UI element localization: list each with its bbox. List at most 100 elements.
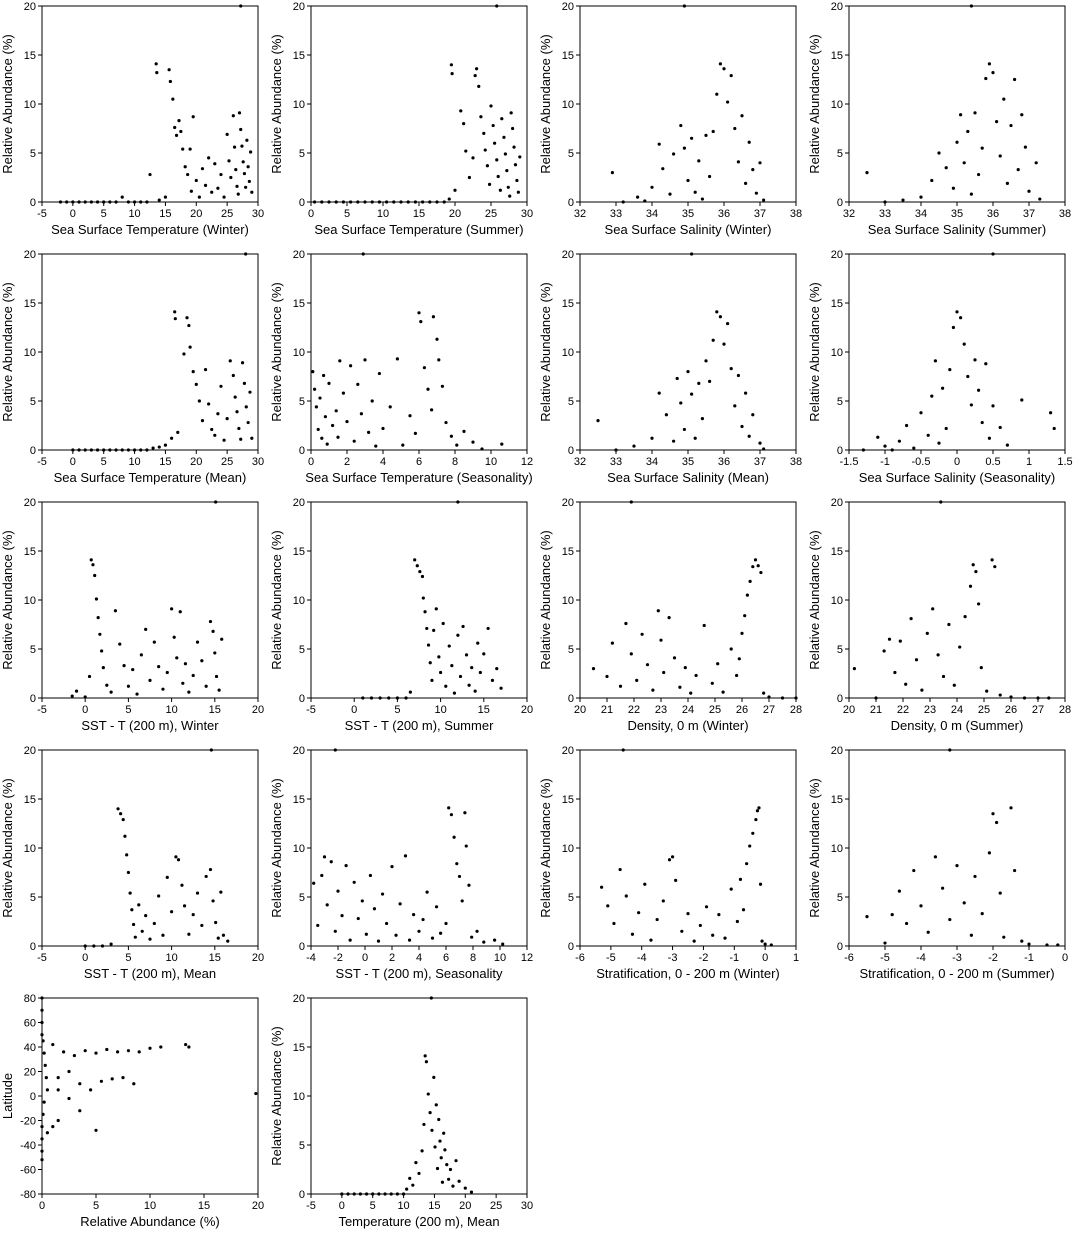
- x-tick-label: 0: [39, 1200, 45, 1212]
- x-tick-label: -1: [1024, 952, 1034, 964]
- data-point: [452, 691, 457, 695]
- data-point: [241, 160, 245, 164]
- data-point: [105, 1047, 109, 1052]
- y-tick-label: 20: [24, 1, 36, 13]
- data-point: [667, 616, 671, 620]
- plot-frame: [310, 5, 528, 203]
- data-point: [655, 917, 659, 922]
- data-point: [395, 696, 399, 700]
- data-point: [618, 867, 622, 872]
- data-point: [865, 171, 869, 175]
- data-point: [207, 156, 211, 160]
- x-tick-label: 10: [128, 456, 140, 468]
- data-point: [139, 653, 143, 657]
- y-tick-label: 60: [24, 1018, 36, 1030]
- data-point: [659, 638, 663, 642]
- data-point: [715, 92, 719, 96]
- x-tick-label: 25: [978, 704, 990, 716]
- y-tick-label: 0: [837, 941, 843, 953]
- data-point: [211, 899, 215, 903]
- data-point: [502, 135, 506, 139]
- data-point: [360, 899, 364, 903]
- y-tick-label: 10: [293, 843, 305, 855]
- y-axis-label: Relative Abundance (%): [0, 282, 15, 421]
- data-point: [185, 316, 189, 320]
- data-point: [690, 136, 694, 140]
- x-tick-label: 38: [1059, 208, 1071, 220]
- data-point: [499, 686, 503, 690]
- data-point: [485, 164, 489, 168]
- data-point: [219, 890, 223, 894]
- x-tick-label: 5: [101, 208, 107, 220]
- x-tick-label: 10: [377, 208, 389, 220]
- data-point: [40, 1158, 44, 1162]
- data-point: [417, 311, 421, 315]
- data-point: [748, 579, 752, 583]
- data-point: [769, 943, 773, 947]
- data-point: [1020, 398, 1024, 402]
- data-point: [395, 1192, 399, 1196]
- data-point: [139, 448, 143, 452]
- data-point: [755, 809, 760, 813]
- data-point: [200, 167, 205, 171]
- data-point: [119, 812, 123, 816]
- data-point: [408, 414, 412, 418]
- data-point: [643, 882, 647, 886]
- y-tick-label: 5: [837, 148, 843, 160]
- x-tick-label: 32: [574, 456, 586, 468]
- data-point: [512, 145, 516, 149]
- x-tick-label: 4: [380, 456, 386, 468]
- data-point: [447, 806, 451, 810]
- y-tick-label: 10: [293, 99, 305, 111]
- data-point: [661, 899, 665, 903]
- data-point: [717, 913, 721, 917]
- data-point: [182, 904, 187, 908]
- data-point: [439, 931, 443, 935]
- x-tick-label: 33: [879, 208, 891, 220]
- data-point: [606, 904, 610, 908]
- data-point: [995, 120, 999, 124]
- data-point: [1020, 939, 1024, 943]
- data-point: [435, 200, 439, 204]
- y-tick-label: 5: [837, 396, 843, 408]
- y-tick-label: 20: [293, 1, 305, 13]
- data-point: [753, 558, 758, 562]
- data-point: [991, 812, 995, 816]
- y-axis-label: Relative Abundance (%): [538, 530, 553, 669]
- y-tick-label: 10: [831, 99, 843, 111]
- data-point: [447, 644, 451, 648]
- data-point: [408, 1176, 412, 1180]
- data-point: [78, 1109, 82, 1113]
- y-axis-label: Relative Abundance (%): [0, 778, 15, 917]
- x-tick-label: 38: [790, 456, 802, 468]
- data-point: [694, 673, 698, 678]
- x-tick-label: 10: [165, 704, 177, 716]
- data-point: [98, 632, 102, 636]
- y-tick-label: 20: [831, 249, 843, 261]
- data-point: [656, 609, 660, 613]
- x-tick-label: 15: [209, 704, 221, 716]
- data-point: [62, 1050, 66, 1054]
- data-point: [948, 748, 952, 752]
- data-point: [219, 384, 223, 388]
- data-point: [991, 404, 995, 408]
- data-point: [213, 162, 217, 166]
- data-point: [380, 892, 385, 896]
- data-point: [1013, 868, 1017, 873]
- data-point: [176, 430, 180, 434]
- data-point: [359, 412, 363, 416]
- data-point: [645, 663, 650, 667]
- data-point: [232, 145, 237, 149]
- x-tick-label: 15: [428, 1200, 440, 1212]
- data-point: [683, 666, 687, 670]
- x-tick-label: 22: [628, 704, 640, 716]
- data-point: [882, 649, 886, 653]
- x-tick-label: 0: [308, 208, 314, 220]
- data-point: [229, 175, 233, 180]
- data-point: [246, 165, 250, 169]
- data-point: [905, 921, 909, 926]
- plot-frame: [41, 5, 259, 203]
- data-point: [383, 1192, 387, 1196]
- data-point: [411, 1183, 415, 1187]
- y-tick-label: 15: [831, 50, 843, 62]
